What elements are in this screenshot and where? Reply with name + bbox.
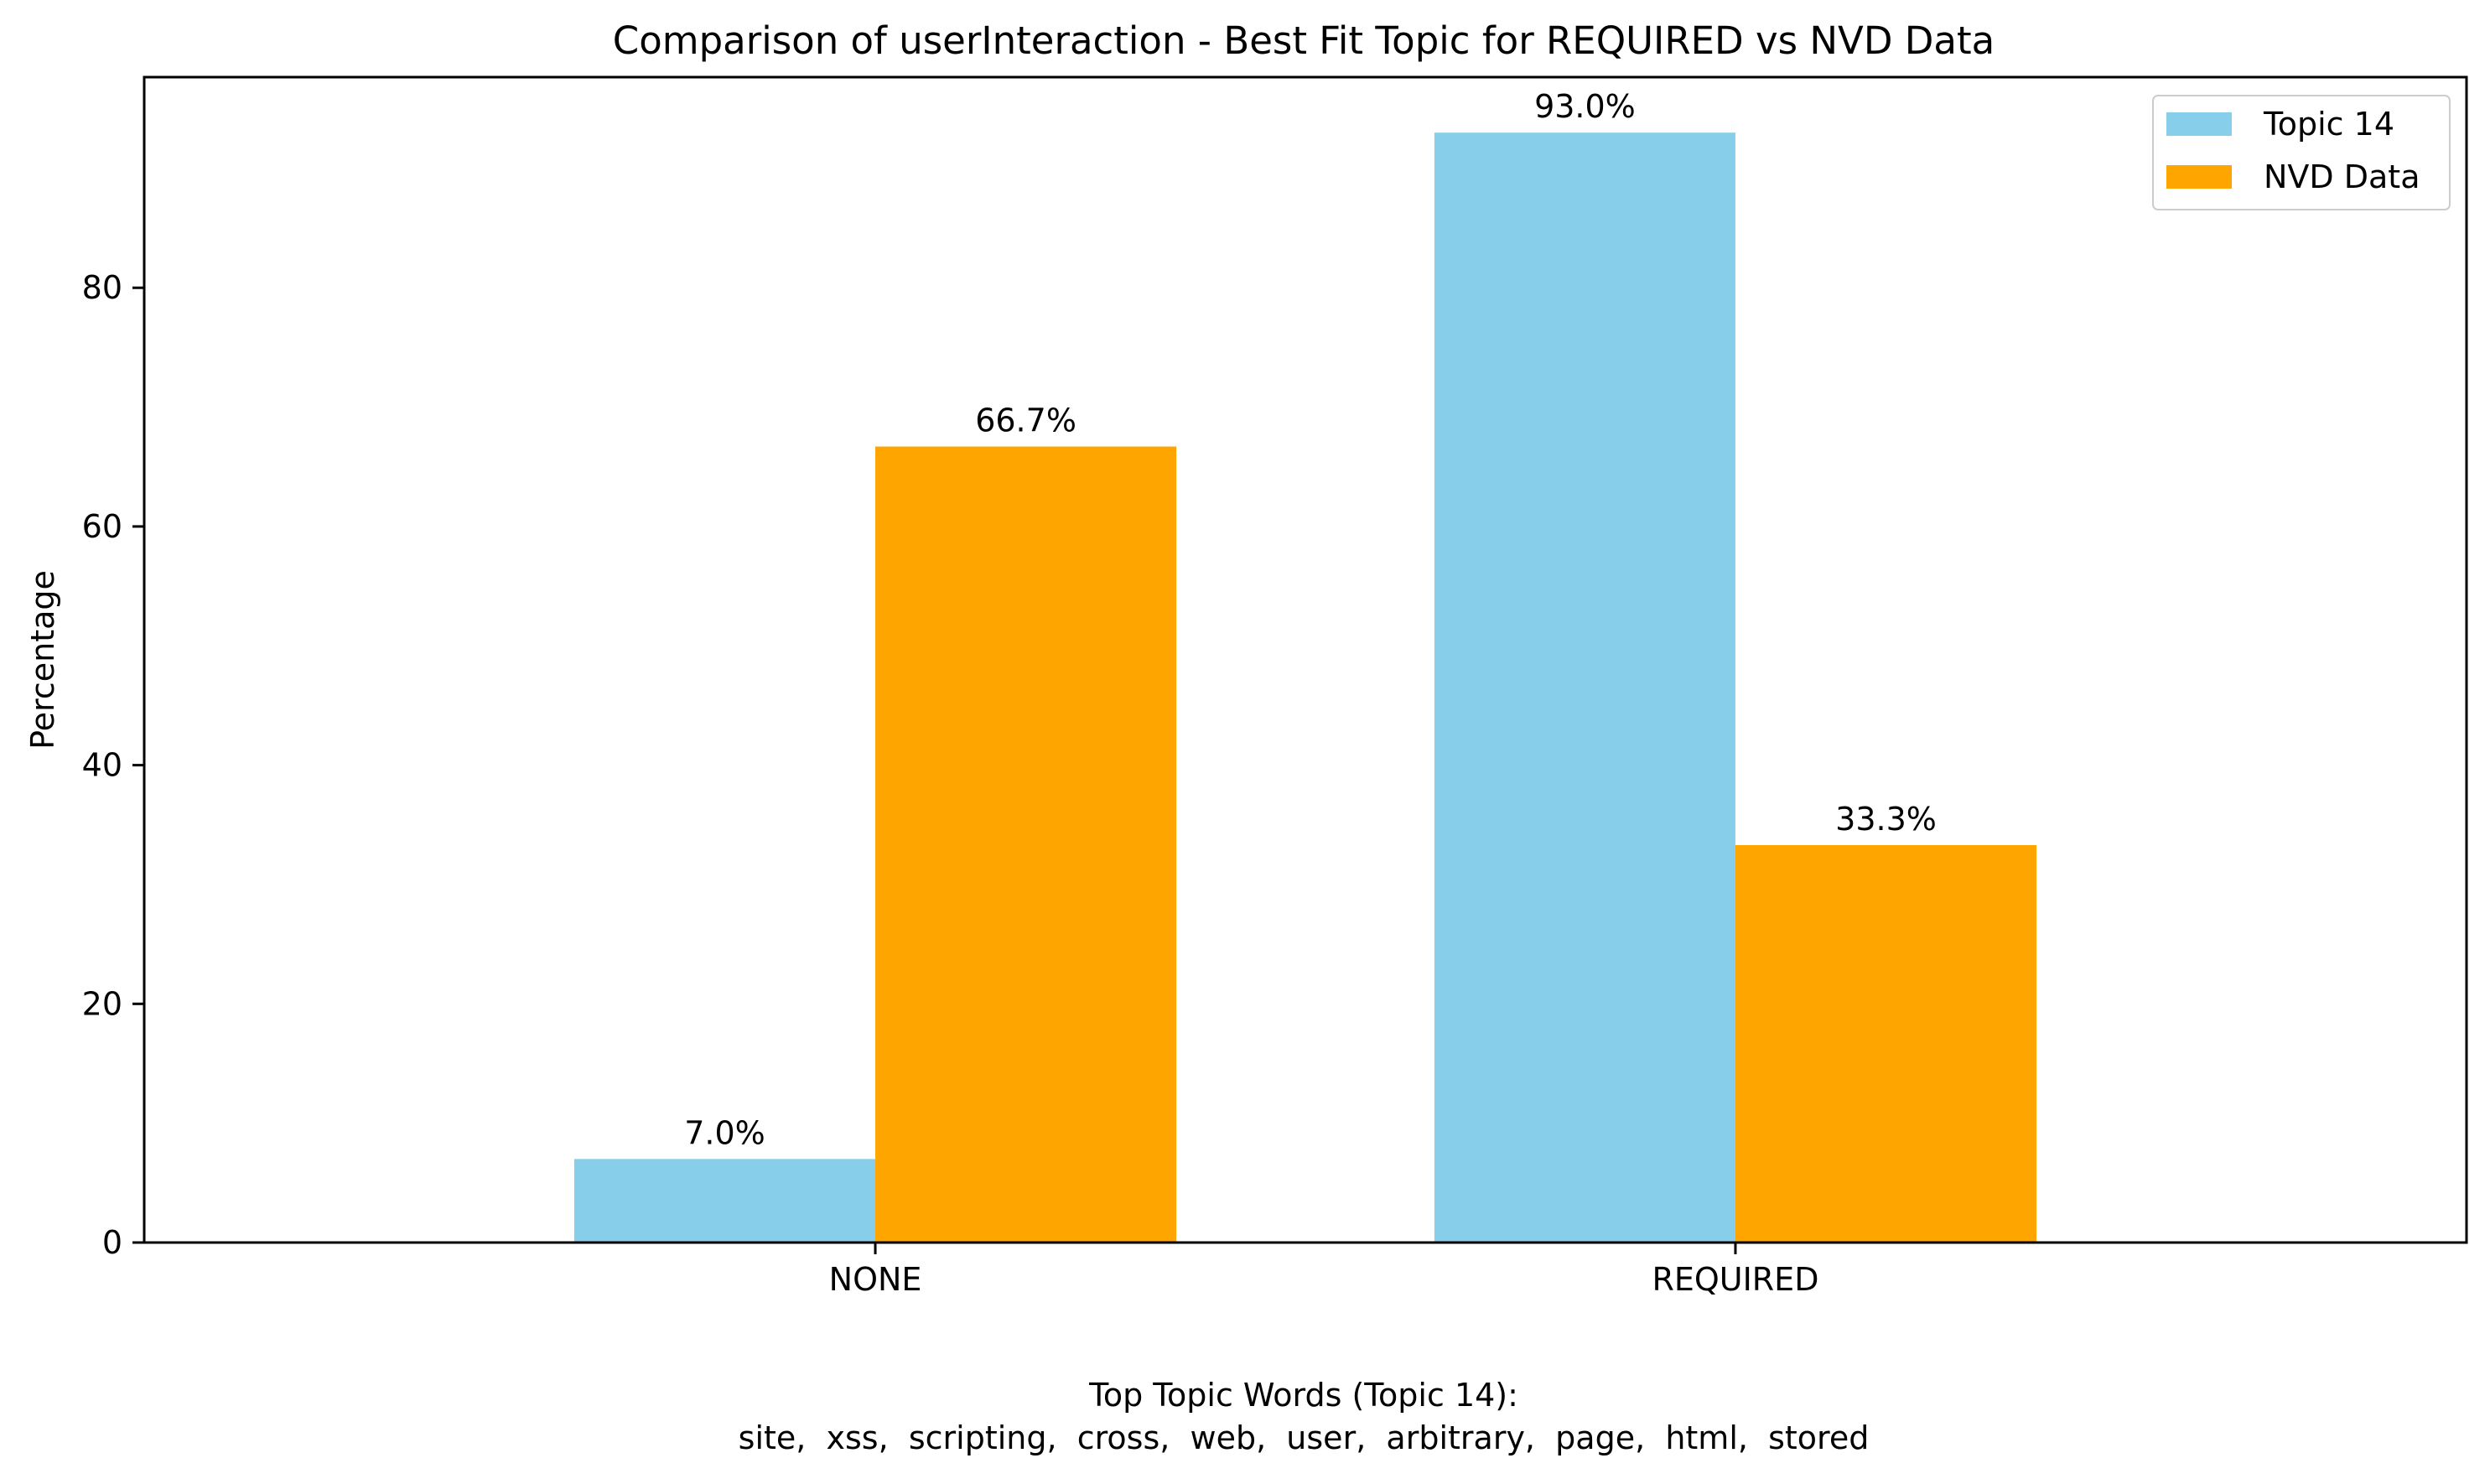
x-tick-label: REQUIRED xyxy=(1652,1261,1818,1298)
x-tick-label: NONE xyxy=(829,1261,922,1298)
bar-topic-14-required xyxy=(1434,132,1735,1243)
footnote-heading: Top Topic Words (Topic 14): xyxy=(1088,1377,1518,1414)
y-axis-label: Percentage xyxy=(24,570,61,750)
bars-group xyxy=(573,132,2037,1243)
chart-title: Comparison of userInteraction - Best Fit… xyxy=(613,18,1995,63)
legend-label-nvd-data: NVD Data xyxy=(2264,158,2420,195)
bar-label-topic-14-none: 7.0% xyxy=(684,1114,765,1151)
bar-nvd-data-none xyxy=(875,446,1177,1243)
bar-nvd-data-required xyxy=(1735,844,2037,1243)
y-tick-label: 80 xyxy=(82,269,122,306)
y-tick-label: 0 xyxy=(102,1224,122,1261)
y-axis: 0 20 40 60 80 xyxy=(82,269,144,1261)
legend-label-topic-14: Topic 14 xyxy=(2263,106,2394,143)
plot-frame xyxy=(143,75,2468,1244)
bar-topic-14-none xyxy=(573,1159,876,1243)
x-axis: NONE REQUIRED xyxy=(829,1243,1818,1298)
footnote-words: site, xss, scripting, cross, web, user, … xyxy=(739,1419,1870,1456)
bar-label-topic-14-required: 93.0% xyxy=(1534,88,1636,125)
bar-label-nvd-data-none: 66.7% xyxy=(975,402,1076,439)
legend-swatch-topic-14 xyxy=(2166,112,2232,136)
y-tick-label: 40 xyxy=(82,747,122,784)
bar-labels-group: 7.0% 93.0% 66.7% 33.3% xyxy=(684,88,1937,1151)
y-tick-label: 20 xyxy=(82,985,122,1022)
legend-swatch-nvd-data xyxy=(2166,165,2232,189)
legend: Topic 14 NVD Data xyxy=(2152,95,2451,210)
bar-label-nvd-data-required: 33.3% xyxy=(1835,801,1937,838)
y-tick-label: 60 xyxy=(82,508,122,545)
